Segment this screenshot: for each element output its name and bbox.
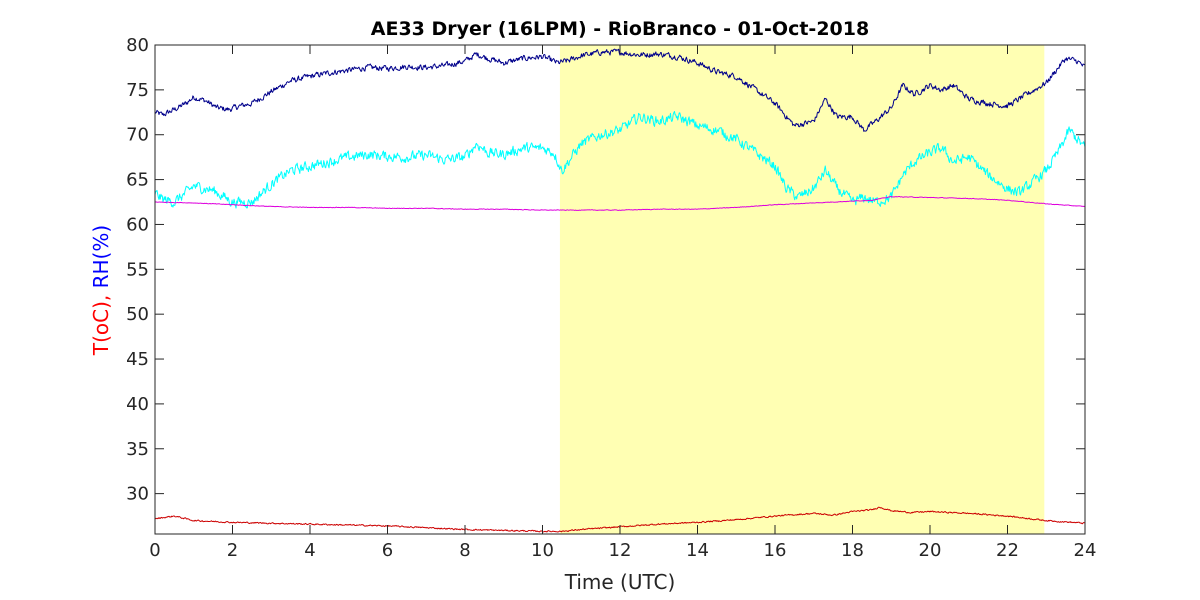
y-tick-label: 80 xyxy=(126,35,149,56)
x-tick-label: 0 xyxy=(149,540,160,561)
y-tick-label: 35 xyxy=(126,439,149,460)
x-tick-label: 14 xyxy=(686,540,709,561)
y-tick-label: 45 xyxy=(126,349,149,370)
x-tick-label: 16 xyxy=(764,540,787,561)
y-axis-label: T(oC), RH(%) xyxy=(89,225,113,356)
x-tick-label: 8 xyxy=(459,540,470,561)
x-tick-label: 18 xyxy=(841,540,864,561)
x-tick-label: 20 xyxy=(919,540,942,561)
shaded-time-region xyxy=(559,45,1045,534)
x-tick-label: 22 xyxy=(996,540,1019,561)
shaded-region-layer xyxy=(559,45,1045,534)
y-axis-label-part-2: RH(%) xyxy=(89,225,113,295)
x-axis-label: Time (UTC) xyxy=(564,570,676,594)
series-line-3 xyxy=(154,196,1086,211)
x-tick-label: 12 xyxy=(609,540,632,561)
tick-layer: 0 2 4 6 8 10 12 14 16 18 20 22 243035404550556065707… xyxy=(126,35,1096,561)
x-tick-label: 10 xyxy=(531,540,554,561)
y-tick-label: 65 xyxy=(126,170,149,191)
series-line-1 xyxy=(154,48,1086,132)
y-tick-label: 60 xyxy=(126,214,149,235)
y-axis-label-part-1: T(oC), xyxy=(89,295,113,356)
y-tick-label: 75 xyxy=(126,80,149,101)
y-tick-label: 55 xyxy=(126,259,149,280)
x-tick-label: 6 xyxy=(382,540,393,561)
y-tick-label: 30 xyxy=(126,484,149,505)
y-tick-label: 50 xyxy=(126,304,149,325)
series-line-2 xyxy=(154,110,1086,209)
y-tick-label: 40 xyxy=(126,394,149,415)
x-tick-label: 2 xyxy=(227,540,238,561)
x-tick-label: 4 xyxy=(304,540,315,561)
x-tick-label: 24 xyxy=(1074,540,1097,561)
y-tick-label: 70 xyxy=(126,125,149,146)
chart-title: AE33 Dryer (16LPM) - RioBranco - 01-Oct-… xyxy=(371,18,869,40)
